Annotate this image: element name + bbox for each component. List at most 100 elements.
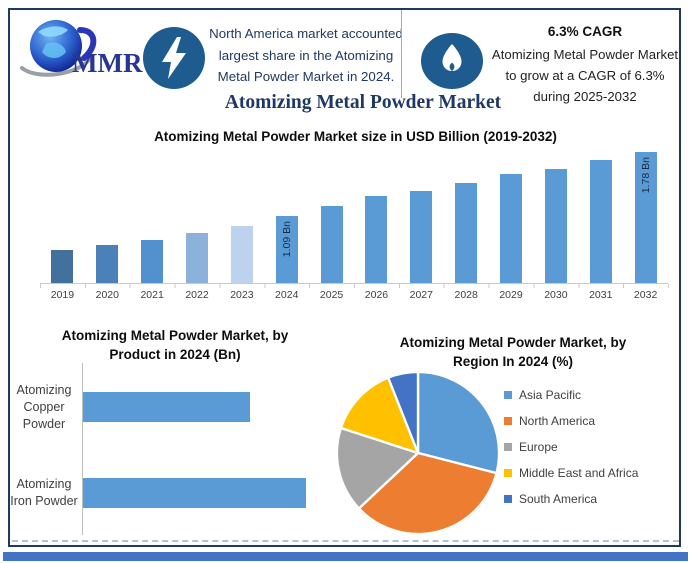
- bar-2020: [96, 245, 119, 283]
- x-axis-label-2028: 2028: [454, 289, 478, 301]
- x-axis-label-2027: 2027: [409, 289, 433, 301]
- logo-text: MMR: [72, 48, 143, 78]
- bar-slot-2024: 1.09 Bn: [264, 141, 309, 283]
- bar-value-label-2032: 1.78 Bn: [639, 157, 652, 194]
- x-axis-label-2022: 2022: [185, 289, 209, 301]
- bar-slot-2030: [533, 141, 578, 283]
- x-axis-label-2030: 2030: [544, 289, 568, 301]
- region-chart-title-line2: Region In 2024 (%): [452, 354, 574, 369]
- legend-label: North America: [519, 414, 596, 428]
- bar-2019: [51, 249, 74, 283]
- page-title: Atomizing Metal Powder Market: [224, 92, 502, 113]
- region-chart-title: Atomizing Metal Powder Market, by Region…: [352, 333, 674, 371]
- bar-slot-2027: [399, 141, 444, 283]
- bar-slot-2023: [219, 141, 264, 283]
- cagr-heading: 6.3% CAGR: [547, 24, 623, 39]
- pie-slice-north-america: [357, 451, 498, 536]
- legend-item-middle-east-and-africa: Middle East and Africa: [504, 466, 638, 480]
- bar-slot-2021: [130, 141, 175, 283]
- pie-slice-asia-pacific: [416, 370, 501, 475]
- north-america-note: North America market accounted largest s…: [209, 26, 403, 84]
- bar-slot-2029: [489, 141, 534, 283]
- bar-2028: [455, 182, 478, 283]
- x-axis-label-2024: 2024: [275, 289, 299, 301]
- bar-slot-2028: [444, 141, 489, 283]
- legend-item-north-america: North America: [504, 414, 638, 428]
- x-axis-label-2031: 2031: [589, 289, 613, 301]
- footer-band: [3, 552, 688, 561]
- lightning-icon: [143, 27, 205, 89]
- legend-item-south-america: South America: [504, 492, 638, 506]
- region-chart-title-line1: Atomizing Metal Powder Market, by: [399, 335, 627, 350]
- x-axis-label-2021: 2021: [140, 289, 164, 301]
- bar-slot-2025: [309, 141, 354, 283]
- legend-swatch-icon: [504, 469, 512, 477]
- bar-2026: [365, 196, 388, 283]
- bar-value-label-2024: 1.09 Bn: [280, 220, 293, 257]
- lightning-badge: [143, 27, 205, 94]
- cagr-block: 6.3% CAGR Atomizing Metal Powder Market …: [490, 24, 680, 107]
- legend-item-europe: Europe: [504, 440, 638, 454]
- market-size-bars: 1.09 Bn 1.78 Bn: [40, 141, 668, 284]
- product-chart-y-axis: [82, 363, 83, 535]
- bar-slot-2022: [175, 141, 220, 283]
- product-chart-title: Atomizing Metal Powder Market, by Produc…: [10, 326, 340, 364]
- header-divider: [401, 10, 402, 98]
- legend-swatch-icon: [504, 391, 512, 399]
- legend-label: Middle East and Africa: [519, 466, 639, 480]
- bar-2032: 1.78 Bn: [634, 152, 657, 283]
- bar-2025: [320, 206, 343, 283]
- product-row-1: Atomizing Copper Powder: [6, 377, 416, 437]
- bottom-dashed-line: [12, 540, 679, 542]
- market-size-categories: 2019 2020 2021 2022 2023 2024 2025 2026 2027 2028…: [40, 289, 668, 301]
- bar-2022: [186, 233, 208, 283]
- bar-slot-2026: [354, 141, 399, 283]
- product-bar-2: [83, 478, 307, 508]
- globe-icon: MMR: [20, 20, 143, 78]
- bar-2024: 1.09 Bn: [275, 215, 298, 283]
- bar-2021: [141, 239, 164, 283]
- product-bar-area-1: [83, 392, 416, 422]
- legend-swatch-icon: [504, 443, 512, 451]
- legend-swatch-icon: [504, 417, 512, 425]
- product-bar-area-2: [83, 478, 416, 508]
- legend-label: Europe: [519, 440, 558, 454]
- bar-2027: [410, 190, 433, 283]
- legend-label: South America: [519, 492, 598, 506]
- x-axis-label-2029: 2029: [499, 289, 523, 301]
- region-pie: [335, 370, 501, 536]
- bar-2023: [230, 225, 253, 283]
- flame-badge: [421, 33, 483, 94]
- bar-slot-2031: [578, 141, 623, 283]
- market-size-chart-title: Atomizing Metal Powder Market size in US…: [154, 129, 557, 144]
- bar-slot-2019: [40, 141, 85, 283]
- bar-slot-2020: [85, 141, 130, 283]
- market-size-axis-ticks: [40, 284, 669, 288]
- product-chart-plot: Atomizing Copper Powder Atomizing Iron Po…: [6, 363, 416, 535]
- product-category-label-2: Atomizing Iron Powder: [10, 477, 78, 508]
- x-axis-label-2025: 2025: [319, 289, 344, 301]
- product-bar-1: [83, 392, 250, 422]
- pie-slice-middle-east-and-africa: [339, 376, 420, 455]
- x-axis-label-2023: 2023: [230, 289, 254, 301]
- product-chart-title-line2: Product in 2024 (Bn): [109, 347, 241, 362]
- bar-slot-2032: 1.78 Bn: [623, 141, 668, 283]
- cagr-note: Atomizing Metal Powder Market to grow at…: [491, 47, 679, 104]
- mmr-logo: MMR: [16, 16, 144, 82]
- region-legend: Asia Pacific North America Europe Middle Ea…: [504, 388, 638, 506]
- pie-slice-europe: [335, 426, 420, 510]
- legend-swatch-icon: [504, 495, 512, 503]
- product-category-label-1: Atomizing Copper Powder: [16, 382, 72, 431]
- product-chart-title-line1: Atomizing Metal Powder Market, by: [61, 328, 289, 343]
- x-axis-label-2026: 2026: [364, 289, 389, 301]
- product-row-2: Atomizing Iron Powder: [6, 463, 416, 523]
- bar-2031: [589, 160, 612, 283]
- flame-icon: [421, 33, 483, 89]
- x-axis-label-2032: 2032: [633, 289, 658, 301]
- legend-label: Asia Pacific: [519, 388, 582, 402]
- pie-slice-south-america: [386, 370, 420, 455]
- x-axis-label-2020: 2020: [95, 289, 119, 301]
- bar-2029: [500, 174, 523, 283]
- bar-2030: [544, 168, 567, 283]
